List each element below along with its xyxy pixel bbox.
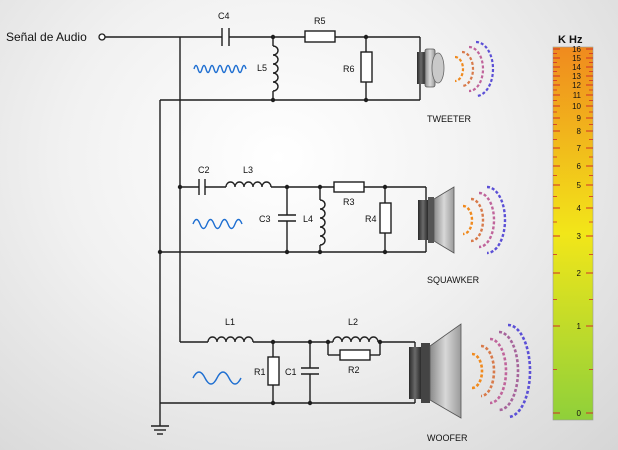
frequency-scale-label: 15 bbox=[572, 54, 581, 63]
inductor-l3 bbox=[225, 181, 272, 188]
l3-label: L3 bbox=[243, 165, 253, 175]
resistor-r5 bbox=[304, 30, 336, 43]
frequency-scale-label: 8 bbox=[577, 127, 582, 136]
c4-label: C4 bbox=[218, 11, 230, 21]
frequency-scale-label: 5 bbox=[577, 181, 582, 190]
r3-label: R3 bbox=[343, 197, 355, 207]
frequency-scale-label: 10 bbox=[572, 102, 581, 111]
inductor-l5 bbox=[272, 45, 279, 92]
frequency-scale-label: 0 bbox=[577, 409, 582, 418]
frequency-scale-title: K Hz bbox=[558, 34, 583, 46]
tweeter-sound-waves bbox=[454, 40, 495, 98]
mid-frequency-wave bbox=[192, 218, 243, 230]
woofer-speaker bbox=[409, 323, 462, 419]
woofer-sound-waves bbox=[471, 323, 532, 419]
frequency-scale-bar bbox=[552, 46, 594, 421]
frequency-scale-label: 4 bbox=[577, 204, 582, 213]
squawker-speaker bbox=[418, 186, 455, 254]
resistor-r6 bbox=[360, 51, 373, 83]
r5-label: R5 bbox=[314, 16, 326, 26]
frequency-scale-label: 2 bbox=[577, 269, 582, 278]
squawker-label: SQUAWKER bbox=[427, 275, 480, 285]
frequency-scale-label: 9 bbox=[577, 114, 582, 123]
capacitor-c3 bbox=[278, 214, 296, 222]
frequency-scale-label: 16 bbox=[572, 45, 581, 54]
r2-label: R2 bbox=[348, 365, 360, 375]
frequency-scale-label: 11 bbox=[573, 91, 582, 100]
resistor-r1 bbox=[267, 356, 280, 386]
frequency-scale-label: 12 bbox=[572, 81, 581, 90]
frequency-scale-label: 3 bbox=[577, 232, 582, 241]
tweeter-label: TWEETER bbox=[427, 114, 471, 124]
input-terminal bbox=[98, 33, 106, 41]
l4-label: L4 bbox=[303, 214, 313, 224]
frequency-scale-label: 13 bbox=[572, 72, 581, 81]
frequency-scale-label: 6 bbox=[577, 162, 582, 171]
frequency-scale-label: 1 bbox=[577, 322, 582, 331]
ground-symbol bbox=[151, 425, 169, 435]
resistor-r3 bbox=[333, 181, 365, 193]
capacitor-c1 bbox=[301, 367, 319, 375]
resistor-r2 bbox=[339, 349, 371, 361]
l1-label: L1 bbox=[225, 317, 235, 327]
squawker-sound-waves bbox=[462, 185, 507, 255]
capacitor-c2 bbox=[198, 179, 206, 195]
resistor-r4 bbox=[379, 202, 392, 234]
inductor-l1 bbox=[207, 336, 254, 343]
frequency-scale-label: 14 bbox=[572, 63, 581, 72]
r1-label: R1 bbox=[254, 367, 266, 377]
l5-label: L5 bbox=[257, 63, 267, 73]
r6-label: R6 bbox=[343, 64, 355, 74]
low-frequency-wave bbox=[192, 371, 242, 385]
woofer-label: WOOFER bbox=[427, 433, 468, 443]
r4-label: R4 bbox=[365, 214, 377, 224]
inductor-l2 bbox=[332, 336, 379, 343]
c2-label: C2 bbox=[198, 165, 210, 175]
high-frequency-wave bbox=[193, 64, 247, 74]
l2-label: L2 bbox=[348, 317, 358, 327]
c1-label: C1 bbox=[285, 367, 297, 377]
frequency-scale-label: 7 bbox=[577, 144, 582, 153]
capacitor-c4 bbox=[221, 28, 230, 46]
inductor-l4 bbox=[319, 199, 326, 246]
c3-label: C3 bbox=[259, 214, 271, 224]
input-signal-label: Señal de Audio bbox=[6, 30, 87, 44]
tweeter-speaker bbox=[417, 37, 445, 100]
